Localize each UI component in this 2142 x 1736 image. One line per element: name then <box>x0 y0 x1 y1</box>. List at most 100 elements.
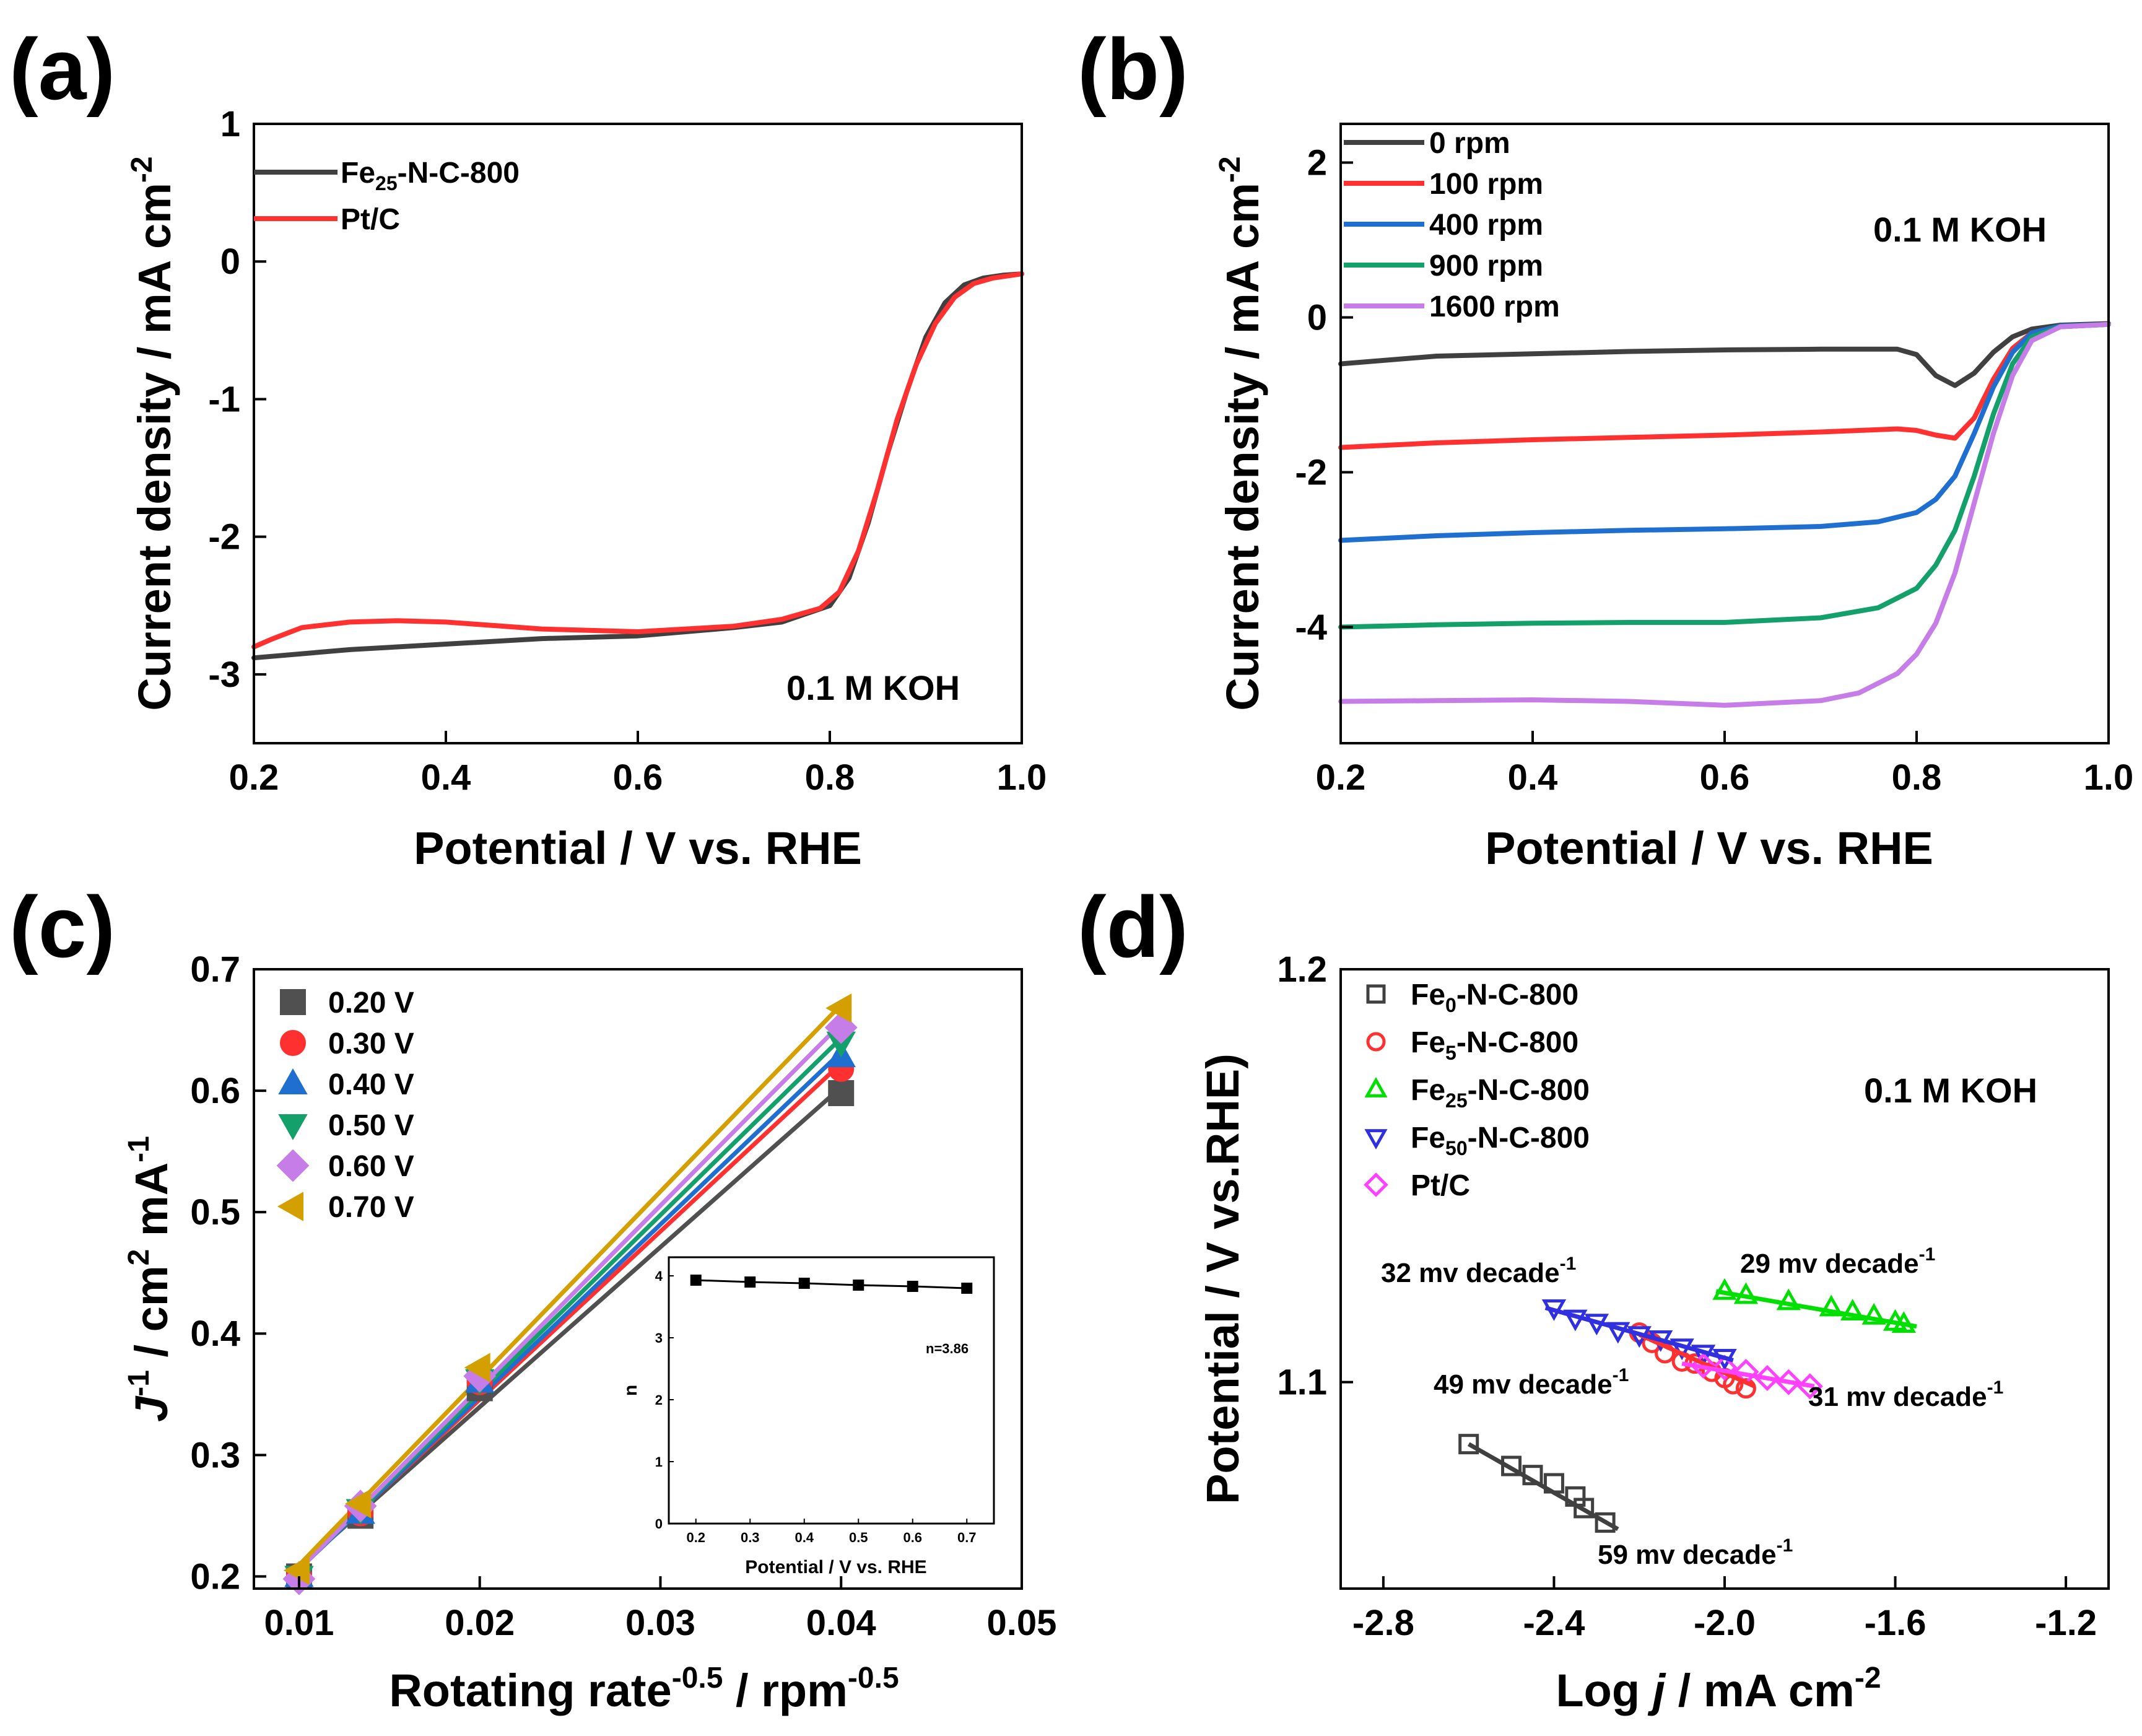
panel-c-legend-label: 0.70 V <box>328 1191 414 1224</box>
panel-c-y-tick-label: 0.2 <box>190 1556 240 1597</box>
panel-a-x-tick-label: 0.2 <box>229 757 279 798</box>
panel-b-x-tick-label: 0.8 <box>1892 757 1942 798</box>
panel-b-series-line-0 <box>1338 321 2111 388</box>
panel-b-legend-label: 100 rpm <box>1429 168 1543 201</box>
panel-d-legend-label: Fe5-N-C-800 <box>1411 1026 1578 1064</box>
panel-d-point <box>1735 1378 1756 1399</box>
panel-label-c: (c) <box>9 878 115 975</box>
panel-b-series-line-3 <box>1338 321 2111 630</box>
panel-a-x-axis-title: Potential / V vs. RHE <box>414 822 862 874</box>
panel-a-y-axis-title: Current density / mA cm-2 <box>126 156 180 710</box>
panel-d-x-tick-label: -1.2 <box>2035 1603 2097 1643</box>
panel-b-y-tick-label: -4 <box>1295 608 1327 648</box>
panel-b-legend-label: 900 rpm <box>1429 250 1543 282</box>
panel-d-legend-marker <box>1364 1172 1388 1197</box>
panel-c-plot <box>282 993 858 1595</box>
panel-b-annotation: 0.1 M KOH <box>1873 210 2047 249</box>
panel-c: (c) 0.01 0.02 0.03 0.04 0.050.20.30.40.50.60… <box>9 878 1056 1716</box>
legend-label-ptc: Pt/C <box>341 203 400 236</box>
panel-c-point <box>825 993 852 1023</box>
inset-point <box>798 1278 810 1289</box>
panel-d-y-tick-label: 1.1 <box>1277 1363 1327 1403</box>
panel-d-slope-label: 59 mv decade-1 <box>1598 1535 1793 1570</box>
panel-a-ticks: 0.2 0.4 0.6 0.8 1.0 -3 -2 -1 0 1 <box>208 104 1047 798</box>
panel-label-a: (a) <box>9 20 115 118</box>
inset-point <box>853 1280 864 1291</box>
panel-d-x-tick-label: -2.4 <box>1523 1603 1585 1643</box>
panel-b-lines <box>1338 321 2111 708</box>
panel-b-x-tick-label: 0.6 <box>1700 757 1750 798</box>
panel-c-legend-label: 0.40 V <box>328 1068 414 1101</box>
panel-d-fit-line-2 <box>1715 1289 1917 1329</box>
inset-y-tick-label: 3 <box>655 1330 663 1346</box>
panel-b: (b) 0.2 0.4 0.6 0.8 1.0 -4 -2 0 2 Potential / V … <box>1078 20 2133 874</box>
panel-b-y-tick-label: 2 <box>1307 143 1327 183</box>
panel-c-legend-marker <box>280 989 306 1015</box>
panel-c-fit-line-4 <box>294 1020 845 1575</box>
panel-c-legend-marker <box>280 1030 306 1056</box>
panel-a-annotation: 0.1 M KOH <box>786 668 960 707</box>
panel-d-point <box>1819 1294 1844 1317</box>
panel-d-fit-line-0 <box>1467 1442 1619 1532</box>
panel-c-legend-label: 0.60 V <box>328 1150 414 1183</box>
inset-y-tick-label: 0 <box>655 1516 663 1532</box>
panel-a-legend: Fe25-N-C-800 Pt/C <box>254 157 520 236</box>
panel-c-ticks: 0.01 0.02 0.03 0.04 0.05 0.2 0.3 0.4 0.5 0.6 0.7 <box>190 949 1056 1643</box>
panel-c-point <box>828 1080 855 1106</box>
panel-c-y-tick-label: 0.5 <box>190 1192 240 1232</box>
panel-a: (a) 0.2 0.4 0.6 0.8 1.0 -3 -2 -1 0 1 Potential / … <box>9 20 1047 874</box>
panel-a-y-tick-label: -2 <box>208 517 240 557</box>
panel-d-x-tick-label: -2.0 <box>1694 1603 1756 1643</box>
panel-c-x-axis-title: Rotating rate-0.5 / rpm-0.5 <box>389 1662 899 1716</box>
panel-c-legend-marker <box>276 1149 310 1182</box>
inset-x-tick-label: 0.3 <box>741 1530 760 1545</box>
panel-c-y-tick-label: 0.7 <box>190 949 240 990</box>
panel-d-point <box>1606 1322 1630 1344</box>
panel-a-x-tick-label: 0.6 <box>613 757 663 798</box>
panel-d-legend-marker <box>1366 1032 1386 1052</box>
panel-d-x-axis-title: Log j / mA cm-2 <box>1556 1662 1881 1716</box>
panel-b-y-axis-title: Current density / mA cm-2 <box>1214 156 1268 710</box>
panel-d-point <box>1776 1288 1801 1311</box>
panel-a-y-tick-label: 1 <box>220 104 240 144</box>
panel-c-y-tick-label: 0.4 <box>190 1314 240 1354</box>
inset-annotation: n=3.86 <box>926 1341 969 1356</box>
panel-d-ticks: -2.8 -2.4 -2.0 -1.6 -1.2 1.1 1.2 <box>1277 949 2097 1643</box>
panel-c-y-tick-label: 0.3 <box>190 1435 240 1475</box>
panel-a-series-line-1 <box>251 271 1024 650</box>
panel-d-legend-label: Fe25-N-C-800 <box>1411 1074 1590 1112</box>
panel-d-fit-line-4 <box>1681 1361 1815 1389</box>
panel-a-lines <box>251 271 1024 661</box>
inset-y-axis-title: n <box>620 1385 641 1396</box>
inset-x-tick-label: 0.2 <box>686 1530 705 1545</box>
panel-b-legend-label: 0 rpm <box>1429 127 1510 160</box>
panel-b-y-tick-label: -2 <box>1295 453 1327 493</box>
panel-c-legend-label: 0.50 V <box>328 1109 414 1142</box>
panel-c-y-tick-label: 0.6 <box>190 1071 240 1111</box>
panel-c-y-axis-title: J-1 / cm2 mA-1 <box>123 1136 177 1422</box>
panel-c-legend-marker <box>278 1068 308 1094</box>
panel-b-legend-label: 1600 rpm <box>1429 290 1560 323</box>
panel-b-series-line-2 <box>1338 321 2111 543</box>
panel-c-x-tick-label: 0.04 <box>806 1603 876 1643</box>
panel-c-legend-label: 0.30 V <box>328 1027 414 1060</box>
panel-d-point <box>1574 1498 1595 1519</box>
panel-d-legend-label: Pt/C <box>1411 1169 1470 1202</box>
panel-d-point <box>1595 1512 1616 1533</box>
panel-c-legend-marker <box>278 1114 308 1141</box>
panel-b-legend: 0 rpm 100 rpm 400 rpm 900 rpm 1600 rpm <box>1344 127 1560 323</box>
panel-d-slope-label: 49 mv decade-1 <box>1434 1365 1629 1400</box>
panel-a-y-tick-label: -1 <box>208 379 240 419</box>
panel-d-y-tick-label: 1.2 <box>1277 949 1327 990</box>
legend-label-fe25: Fe25-N-C-800 <box>341 157 520 194</box>
panel-d-plot <box>1458 1278 1917 1533</box>
inset-y-tick-label: 4 <box>655 1268 663 1284</box>
panel-label-d: (d) <box>1078 878 1188 975</box>
panel-b-x-tick-label: 0.2 <box>1316 757 1366 798</box>
panel-d-legend: Fe0-N-C-800 Fe5-N-C-800 Fe25-N-C-800 Fe50-N… <box>1364 979 1590 1202</box>
panel-a-x-tick-label: 0.8 <box>805 757 855 798</box>
panel-d-x-tick-label: -1.6 <box>1865 1603 1926 1643</box>
inset-line <box>695 1279 968 1289</box>
panel-c-point <box>283 1555 310 1586</box>
inset-plot: 0.2 0.3 0.4 0.5 0.6 0.7 0 1 2 3 4 <box>655 1268 977 1545</box>
